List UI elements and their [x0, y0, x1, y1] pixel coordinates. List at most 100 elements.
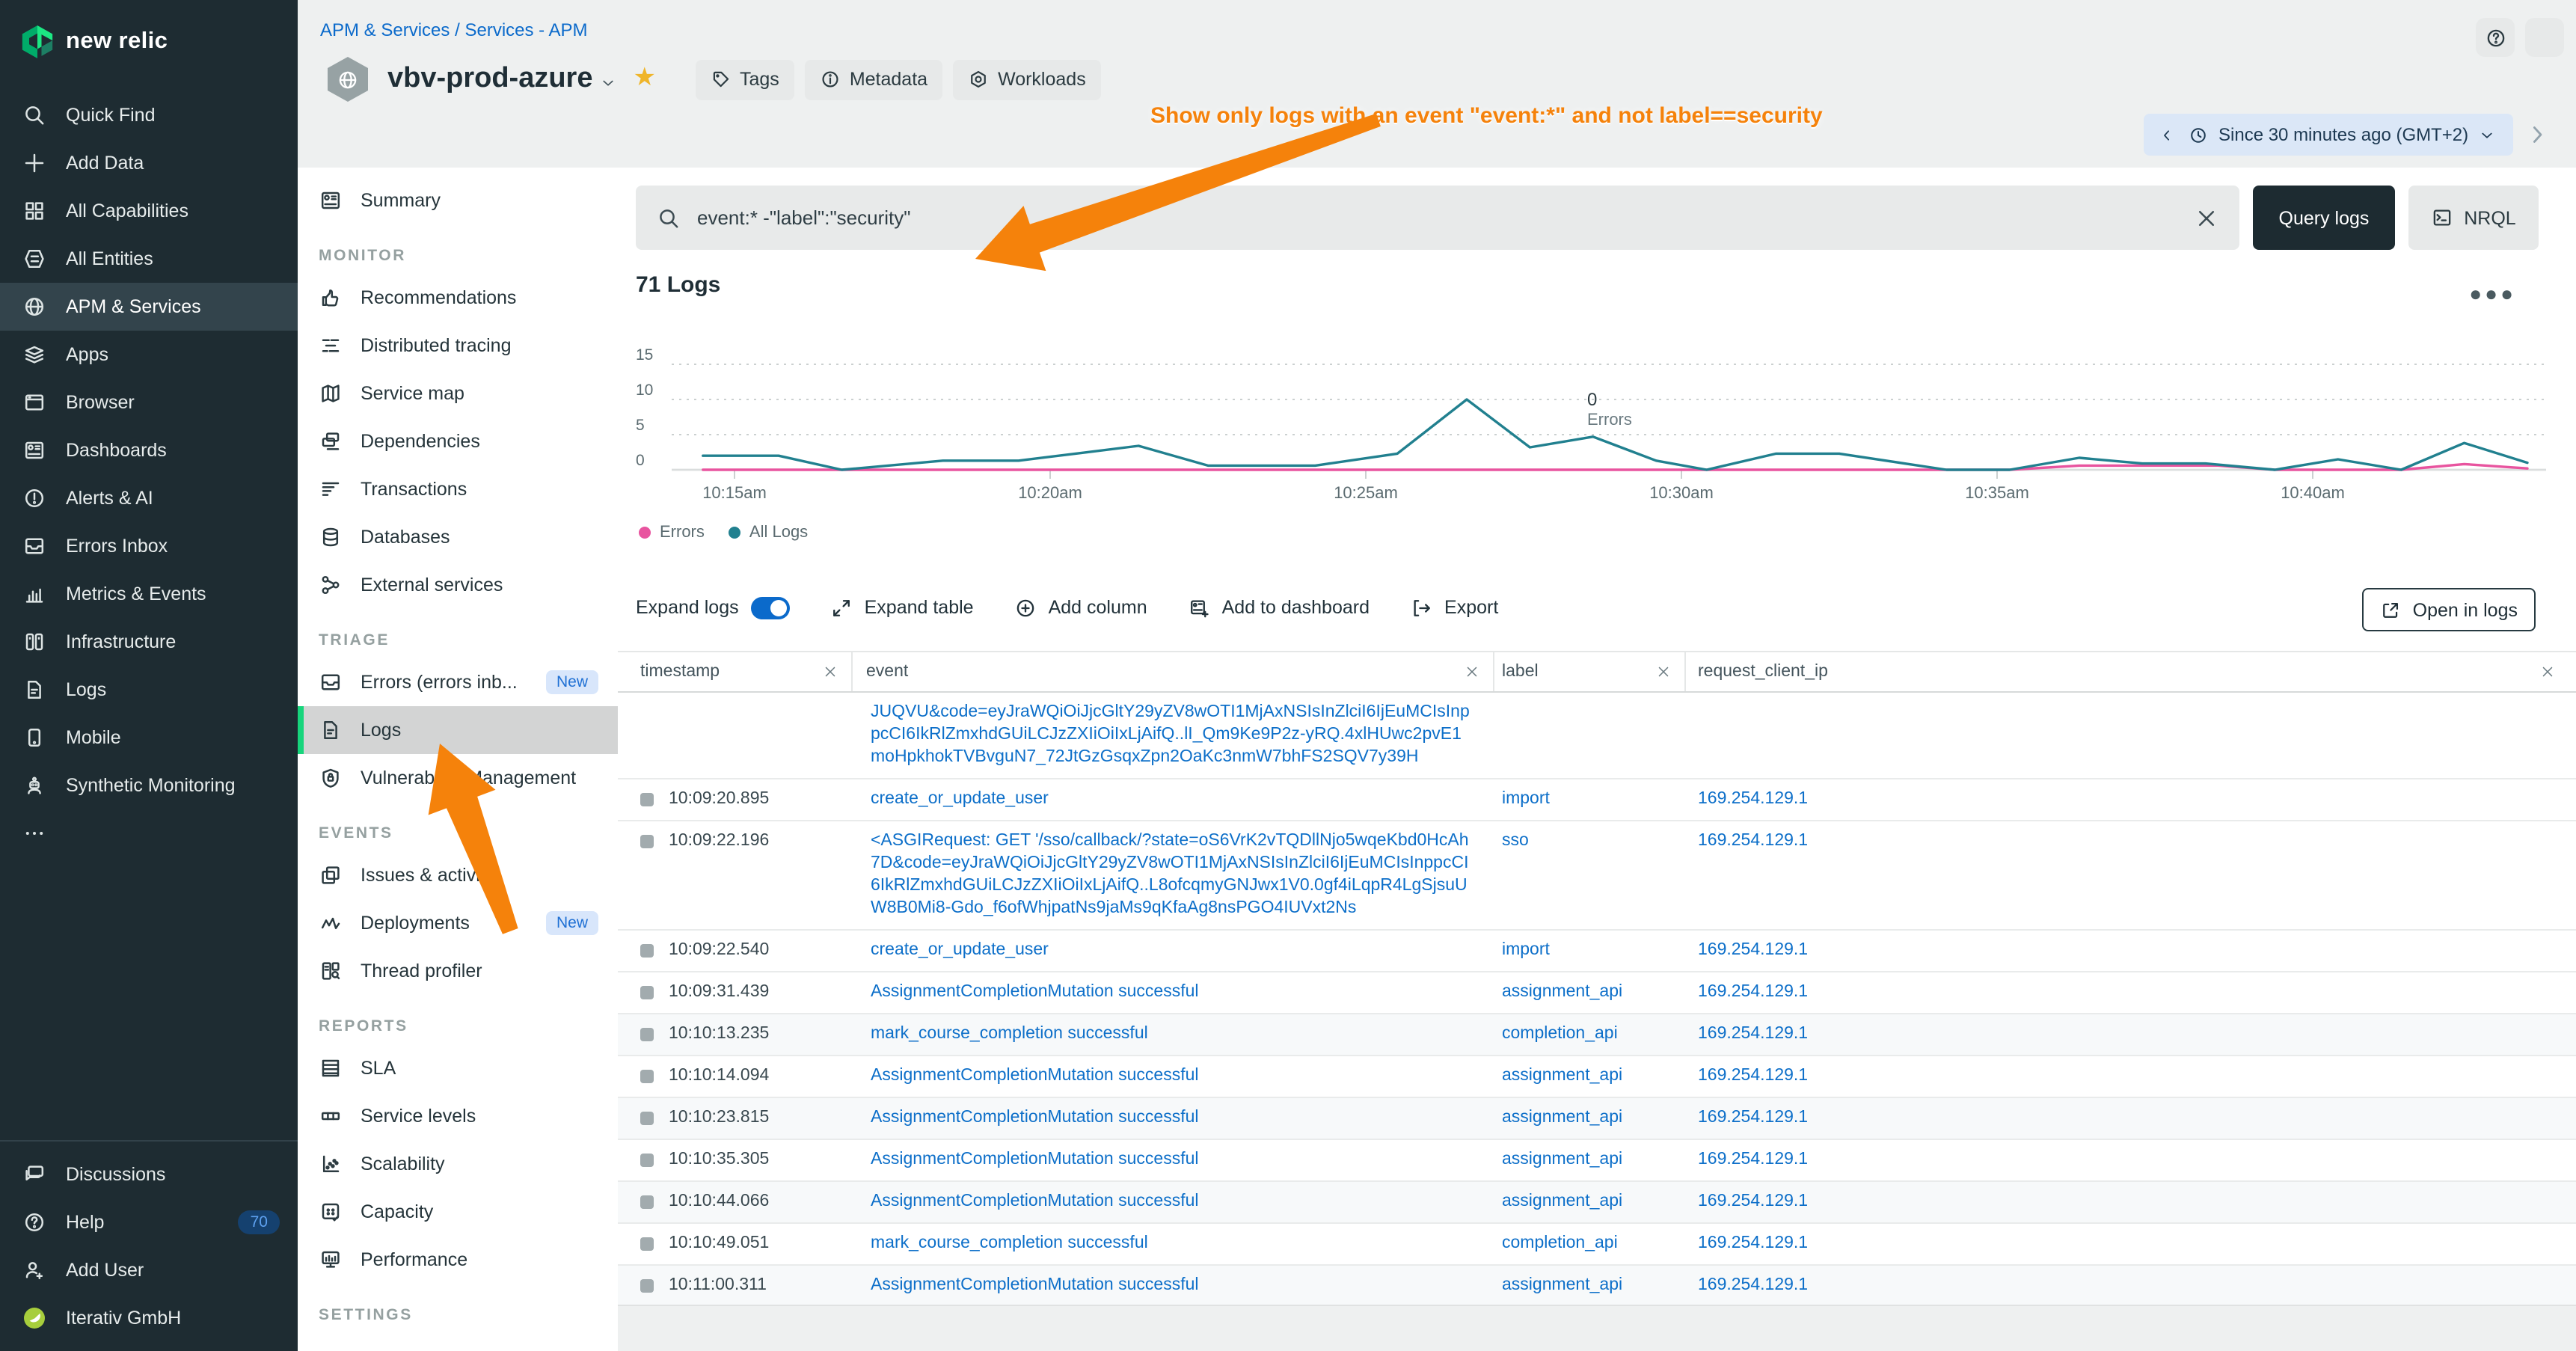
row-checkbox[interactable] — [640, 835, 654, 848]
cell-label[interactable]: assignment_api — [1494, 1275, 1686, 1297]
row-checkbox[interactable] — [640, 1279, 654, 1293]
cell-label[interactable]: assignment_api — [1494, 1107, 1686, 1130]
global-nav-item[interactable]: Metrics & Events — [0, 570, 298, 618]
label-link[interactable]: completion_api — [1502, 1025, 1618, 1043]
log-row[interactable]: 10:10:23.815 AssignmentCompletionMutatio… — [618, 1098, 2576, 1140]
expand-logs-toggle[interactable]: Expand logs — [636, 596, 790, 619]
global-nav-item[interactable]: Alerts & AI — [0, 474, 298, 522]
label-link[interactable]: assignment_api — [1502, 1109, 1622, 1127]
label-link[interactable]: assignment_api — [1502, 1067, 1622, 1085]
service-nav-item[interactable]: Logs — [298, 706, 618, 754]
service-nav-item[interactable]: Deployments New — [298, 899, 618, 947]
global-nav-footer-item[interactable]: Help 70 — [0, 1198, 298, 1246]
service-nav-item[interactable]: Issues & activity — [298, 851, 618, 899]
column-header-event[interactable]: event — [853, 652, 1494, 691]
cell-label[interactable]: assignment_api — [1494, 1191, 1686, 1213]
ip-link[interactable]: 169.254.129.1 — [1698, 1025, 1808, 1043]
export-button[interactable]: Export — [1410, 596, 1498, 619]
chart-options-icon[interactable]: ●●● — [2469, 281, 2516, 305]
add-to-dashboard-button[interactable]: Add to dashboard — [1188, 596, 1370, 619]
cell-label[interactable]: import — [1494, 940, 1686, 962]
global-nav-item[interactable]: Browser — [0, 379, 298, 426]
cell-event[interactable]: AssignmentCompletionMutation successful — [853, 1065, 1494, 1088]
cell-event[interactable]: AssignmentCompletionMutation successful — [853, 1275, 1494, 1297]
column-header-timestamp[interactable]: timestamp — [618, 652, 853, 691]
ip-link[interactable]: 169.254.129.1 — [1698, 1067, 1808, 1085]
cell-event[interactable]: <ASGIRequest: GET '/sso/callback/?state=… — [853, 830, 1494, 920]
row-checkbox[interactable] — [640, 1112, 654, 1125]
cell-request-client-ip[interactable]: 169.254.129.1 — [1686, 830, 2576, 920]
query-logs-button[interactable]: Query logs — [2253, 186, 2395, 250]
log-row[interactable]: 10:10:49.051 mark_course_completion succ… — [618, 1224, 2576, 1266]
ip-link[interactable]: 169.254.129.1 — [1698, 1192, 1808, 1210]
service-nav-item[interactable]: Summary — [298, 177, 618, 224]
time-back-icon[interactable] — [2159, 126, 2175, 143]
expand-table-button[interactable]: Expand table — [830, 596, 974, 619]
service-nav-item[interactable]: Service map — [298, 370, 618, 417]
cell-request-client-ip[interactable]: 169.254.129.1 — [1686, 981, 2576, 1004]
label-link[interactable]: assignment_api — [1502, 1151, 1622, 1168]
label-link[interactable]: assignment_api — [1502, 1276, 1622, 1294]
global-nav-item[interactable]: Add Data — [0, 139, 298, 187]
service-nav-item[interactable]: Errors (errors inb... New — [298, 658, 618, 706]
cell-label[interactable]: assignment_api — [1494, 1065, 1686, 1088]
cell-request-client-ip[interactable]: 169.254.129.1 — [1686, 1275, 2576, 1297]
event-link[interactable]: create_or_update_user — [871, 790, 1049, 808]
cell-label[interactable]: assignment_api — [1494, 1149, 1686, 1171]
ip-link[interactable]: 169.254.129.1 — [1698, 941, 1808, 959]
service-nav-item[interactable]: Dependencies — [298, 417, 618, 465]
event-link[interactable]: AssignmentCompletionMutation successful — [871, 1067, 1199, 1085]
service-nav-item[interactable]: Recommendations — [298, 274, 618, 322]
service-nav-item[interactable]: SLA — [298, 1044, 618, 1092]
new-relic-logo[interactable]: new relic — [0, 0, 298, 64]
log-row[interactable]: 10:09:22.196 <ASGIRequest: GET '/sso/cal… — [618, 821, 2576, 931]
nrql-button[interactable]: NRQL — [2408, 186, 2539, 250]
log-row[interactable]: 10:11:00.311 AssignmentCompletionMutatio… — [618, 1266, 2576, 1308]
label-link[interactable]: import — [1502, 790, 1550, 808]
event-link[interactable]: AssignmentCompletionMutation successful — [871, 983, 1199, 1001]
cell-label[interactable]: completion_api — [1494, 1233, 1686, 1255]
log-row[interactable]: 10:10:13.235 mark_course_completion succ… — [618, 1014, 2576, 1056]
event-link[interactable]: create_or_update_user — [871, 941, 1049, 959]
row-checkbox[interactable] — [640, 1237, 654, 1251]
global-nav-item[interactable]: APM & Services — [0, 283, 298, 331]
label-link[interactable]: import — [1502, 941, 1550, 959]
log-row[interactable]: 10:09:20.895 create_or_update_user impor… — [618, 779, 2576, 821]
column-header-label[interactable]: label — [1494, 652, 1686, 691]
legend-item[interactable]: Errors — [639, 524, 705, 542]
log-row[interactable]: 10:10:35.305 AssignmentCompletionMutatio… — [618, 1140, 2576, 1182]
row-checkbox[interactable] — [640, 1195, 654, 1209]
breadcrumb-services-apm[interactable]: Services - APM — [464, 19, 587, 40]
event-link[interactable]: AssignmentCompletionMutation successful — [871, 1109, 1199, 1127]
legend-item[interactable]: All Logs — [729, 524, 808, 542]
row-checkbox[interactable] — [640, 1028, 654, 1041]
service-nav-item[interactable]: Thread profiler — [298, 947, 618, 995]
ip-link[interactable]: 169.254.129.1 — [1698, 1109, 1808, 1127]
service-nav-item[interactable]: External services — [298, 561, 618, 609]
entity-action-button[interactable]: Tags — [695, 59, 794, 99]
global-nav-item[interactable]: Dashboards — [0, 426, 298, 474]
cell-event[interactable]: create_or_update_user — [853, 940, 1494, 962]
open-in-logs-button[interactable]: Open in logs — [2362, 588, 2536, 631]
entity-action-button[interactable]: Workloads — [953, 59, 1101, 99]
cell-label[interactable]: assignment_api — [1494, 981, 1686, 1004]
service-nav-item[interactable]: Databases — [298, 513, 618, 561]
ip-link[interactable]: 169.254.129.1 — [1698, 1276, 1808, 1294]
cell-label[interactable]: sso — [1494, 830, 1686, 920]
cell-label[interactable]: import — [1494, 788, 1686, 811]
cell-event[interactable]: AssignmentCompletionMutation successful — [853, 1107, 1494, 1130]
global-nav-footer-item[interactable]: Iterativ GmbH — [0, 1294, 298, 1342]
copy-link-button[interactable] — [2525, 18, 2564, 57]
favorite-star-icon[interactable]: ★ — [634, 63, 657, 93]
clear-search-icon[interactable] — [2195, 206, 2218, 230]
row-checkbox[interactable] — [640, 1070, 654, 1083]
global-nav-item[interactable]: Synthetic Monitoring — [0, 762, 298, 809]
cell-request-client-ip[interactable]: 169.254.129.1 — [1686, 940, 2576, 962]
cell-request-client-ip[interactable]: 169.254.129.1 — [1686, 1191, 2576, 1213]
cell-request-client-ip[interactable]: 169.254.129.1 — [1686, 1107, 2576, 1130]
cell-request-client-ip[interactable] — [1686, 702, 2576, 769]
help-button[interactable] — [2476, 18, 2515, 57]
event-link[interactable]: mark_course_completion successful — [871, 1025, 1148, 1043]
label-link[interactable]: assignment_api — [1502, 983, 1622, 1001]
cell-request-client-ip[interactable]: 169.254.129.1 — [1686, 1023, 2576, 1046]
